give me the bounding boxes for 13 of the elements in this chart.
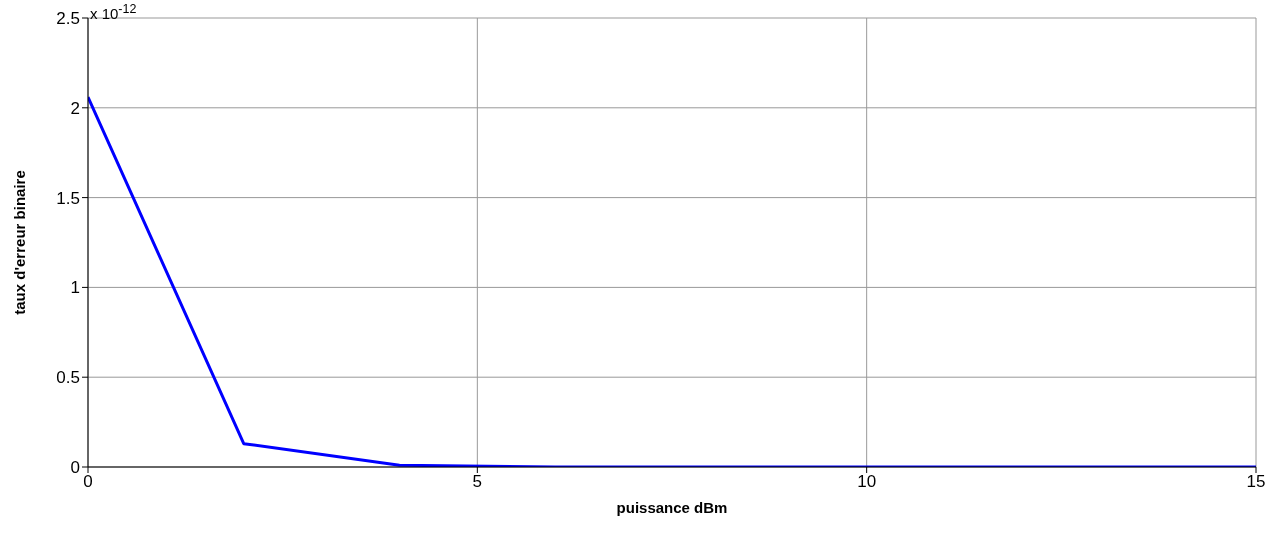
- x-tick-label: 15: [1246, 472, 1266, 492]
- x-tick-label: 5: [472, 472, 483, 492]
- annotation: x 10$^{-12}$: [90, 2, 137, 22]
- y-tick-label: 2.5: [56, 9, 80, 29]
- y-tick-label: 0.5: [56, 368, 80, 388]
- y-axis-title: taux d'erreur binaire: [11, 170, 29, 315]
- y-tick-label: 1.5: [56, 188, 80, 208]
- y-tick-label: 0: [70, 458, 80, 478]
- x-tick-label: 10: [857, 472, 877, 492]
- x-axis-title: puissance dBm: [616, 499, 728, 516]
- y-tick-label: 1: [70, 278, 80, 298]
- y-tick-label: 2: [70, 98, 80, 118]
- x-tick-label: 0: [83, 472, 93, 492]
